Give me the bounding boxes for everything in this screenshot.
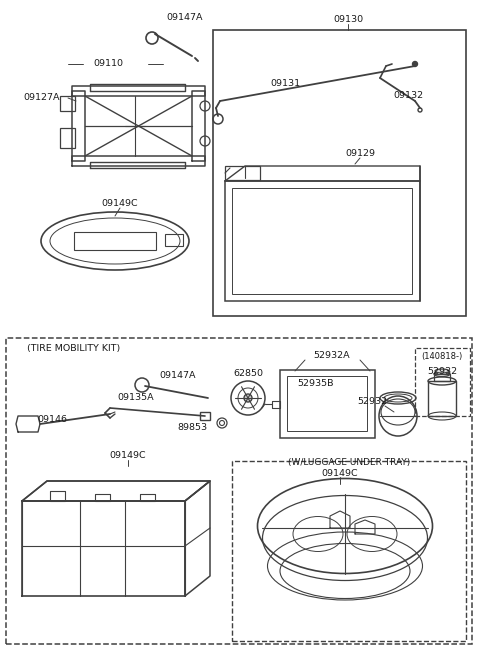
Text: 09131: 09131 xyxy=(270,79,300,89)
Text: 09132: 09132 xyxy=(393,91,423,100)
Text: 89853: 89853 xyxy=(177,424,207,432)
Bar xyxy=(6,338,472,644)
Text: 09110: 09110 xyxy=(93,60,123,68)
Circle shape xyxy=(244,394,252,402)
Bar xyxy=(60,128,75,148)
Text: 09130: 09130 xyxy=(333,16,363,24)
Bar xyxy=(232,461,466,641)
Text: 52932: 52932 xyxy=(427,367,457,375)
Bar xyxy=(60,96,75,111)
Bar xyxy=(200,412,210,420)
Text: 52932: 52932 xyxy=(357,398,387,407)
Circle shape xyxy=(412,62,418,66)
Ellipse shape xyxy=(435,369,449,373)
Text: (TIRE MOBILITY KIT): (TIRE MOBILITY KIT) xyxy=(27,344,120,352)
Text: 09127A: 09127A xyxy=(24,94,60,102)
Text: 62850: 62850 xyxy=(233,369,263,377)
Text: 09149C: 09149C xyxy=(322,468,358,478)
Text: (140818-): (140818-) xyxy=(421,352,463,361)
Text: 09149C: 09149C xyxy=(110,451,146,461)
Bar xyxy=(225,181,420,301)
Text: 09129: 09129 xyxy=(345,150,375,159)
Bar xyxy=(74,232,156,250)
Bar xyxy=(287,376,367,431)
Text: 52935B: 52935B xyxy=(298,380,334,388)
Text: 09147A: 09147A xyxy=(160,371,196,380)
Text: 09135A: 09135A xyxy=(118,394,154,403)
Text: 09146: 09146 xyxy=(37,415,67,424)
Bar xyxy=(280,370,375,438)
Bar xyxy=(165,234,183,246)
Bar xyxy=(213,30,466,316)
Text: 52932A: 52932A xyxy=(314,352,350,361)
Bar xyxy=(232,188,412,294)
Text: (W/LUGGAGE UNDER TRAY): (W/LUGGAGE UNDER TRAY) xyxy=(288,457,410,466)
Text: 09147A: 09147A xyxy=(167,14,203,22)
Bar xyxy=(225,166,260,180)
Text: 09149C: 09149C xyxy=(102,199,138,209)
Bar xyxy=(415,348,470,416)
